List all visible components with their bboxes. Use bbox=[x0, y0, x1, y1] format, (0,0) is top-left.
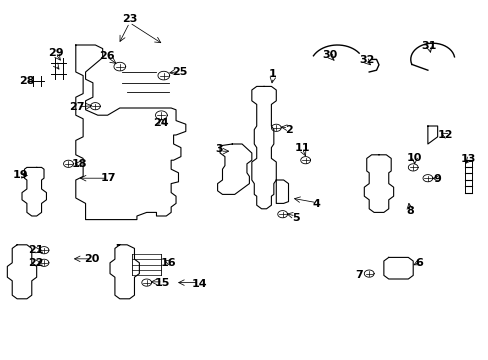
Text: 15: 15 bbox=[155, 278, 170, 288]
Text: 11: 11 bbox=[294, 143, 309, 153]
Text: 31: 31 bbox=[421, 41, 436, 51]
Text: 3: 3 bbox=[215, 144, 223, 154]
Text: 23: 23 bbox=[122, 14, 137, 24]
Text: 25: 25 bbox=[172, 67, 187, 77]
Text: 20: 20 bbox=[84, 254, 100, 264]
Text: 7: 7 bbox=[355, 270, 363, 280]
Text: 27: 27 bbox=[69, 102, 85, 112]
Text: 18: 18 bbox=[72, 159, 87, 169]
Text: 30: 30 bbox=[322, 50, 337, 60]
Text: 8: 8 bbox=[405, 206, 413, 216]
Text: 21: 21 bbox=[28, 245, 43, 255]
Text: 22: 22 bbox=[28, 258, 43, 268]
Text: 5: 5 bbox=[291, 213, 299, 223]
Text: 19: 19 bbox=[13, 170, 28, 180]
Text: 4: 4 bbox=[312, 199, 320, 209]
Text: 28: 28 bbox=[19, 76, 34, 86]
Text: 1: 1 bbox=[268, 69, 276, 79]
Text: 10: 10 bbox=[406, 153, 422, 163]
Text: 14: 14 bbox=[191, 279, 207, 289]
Text: 9: 9 bbox=[433, 174, 441, 184]
Text: 16: 16 bbox=[161, 258, 176, 268]
Text: 17: 17 bbox=[101, 173, 116, 183]
Text: 13: 13 bbox=[460, 154, 475, 164]
Text: 32: 32 bbox=[358, 55, 374, 66]
Text: 12: 12 bbox=[436, 130, 452, 140]
Text: 24: 24 bbox=[153, 118, 169, 128]
Text: 2: 2 bbox=[284, 125, 292, 135]
Text: 6: 6 bbox=[415, 258, 423, 268]
Text: 26: 26 bbox=[99, 51, 114, 61]
Text: 29: 29 bbox=[48, 48, 63, 58]
